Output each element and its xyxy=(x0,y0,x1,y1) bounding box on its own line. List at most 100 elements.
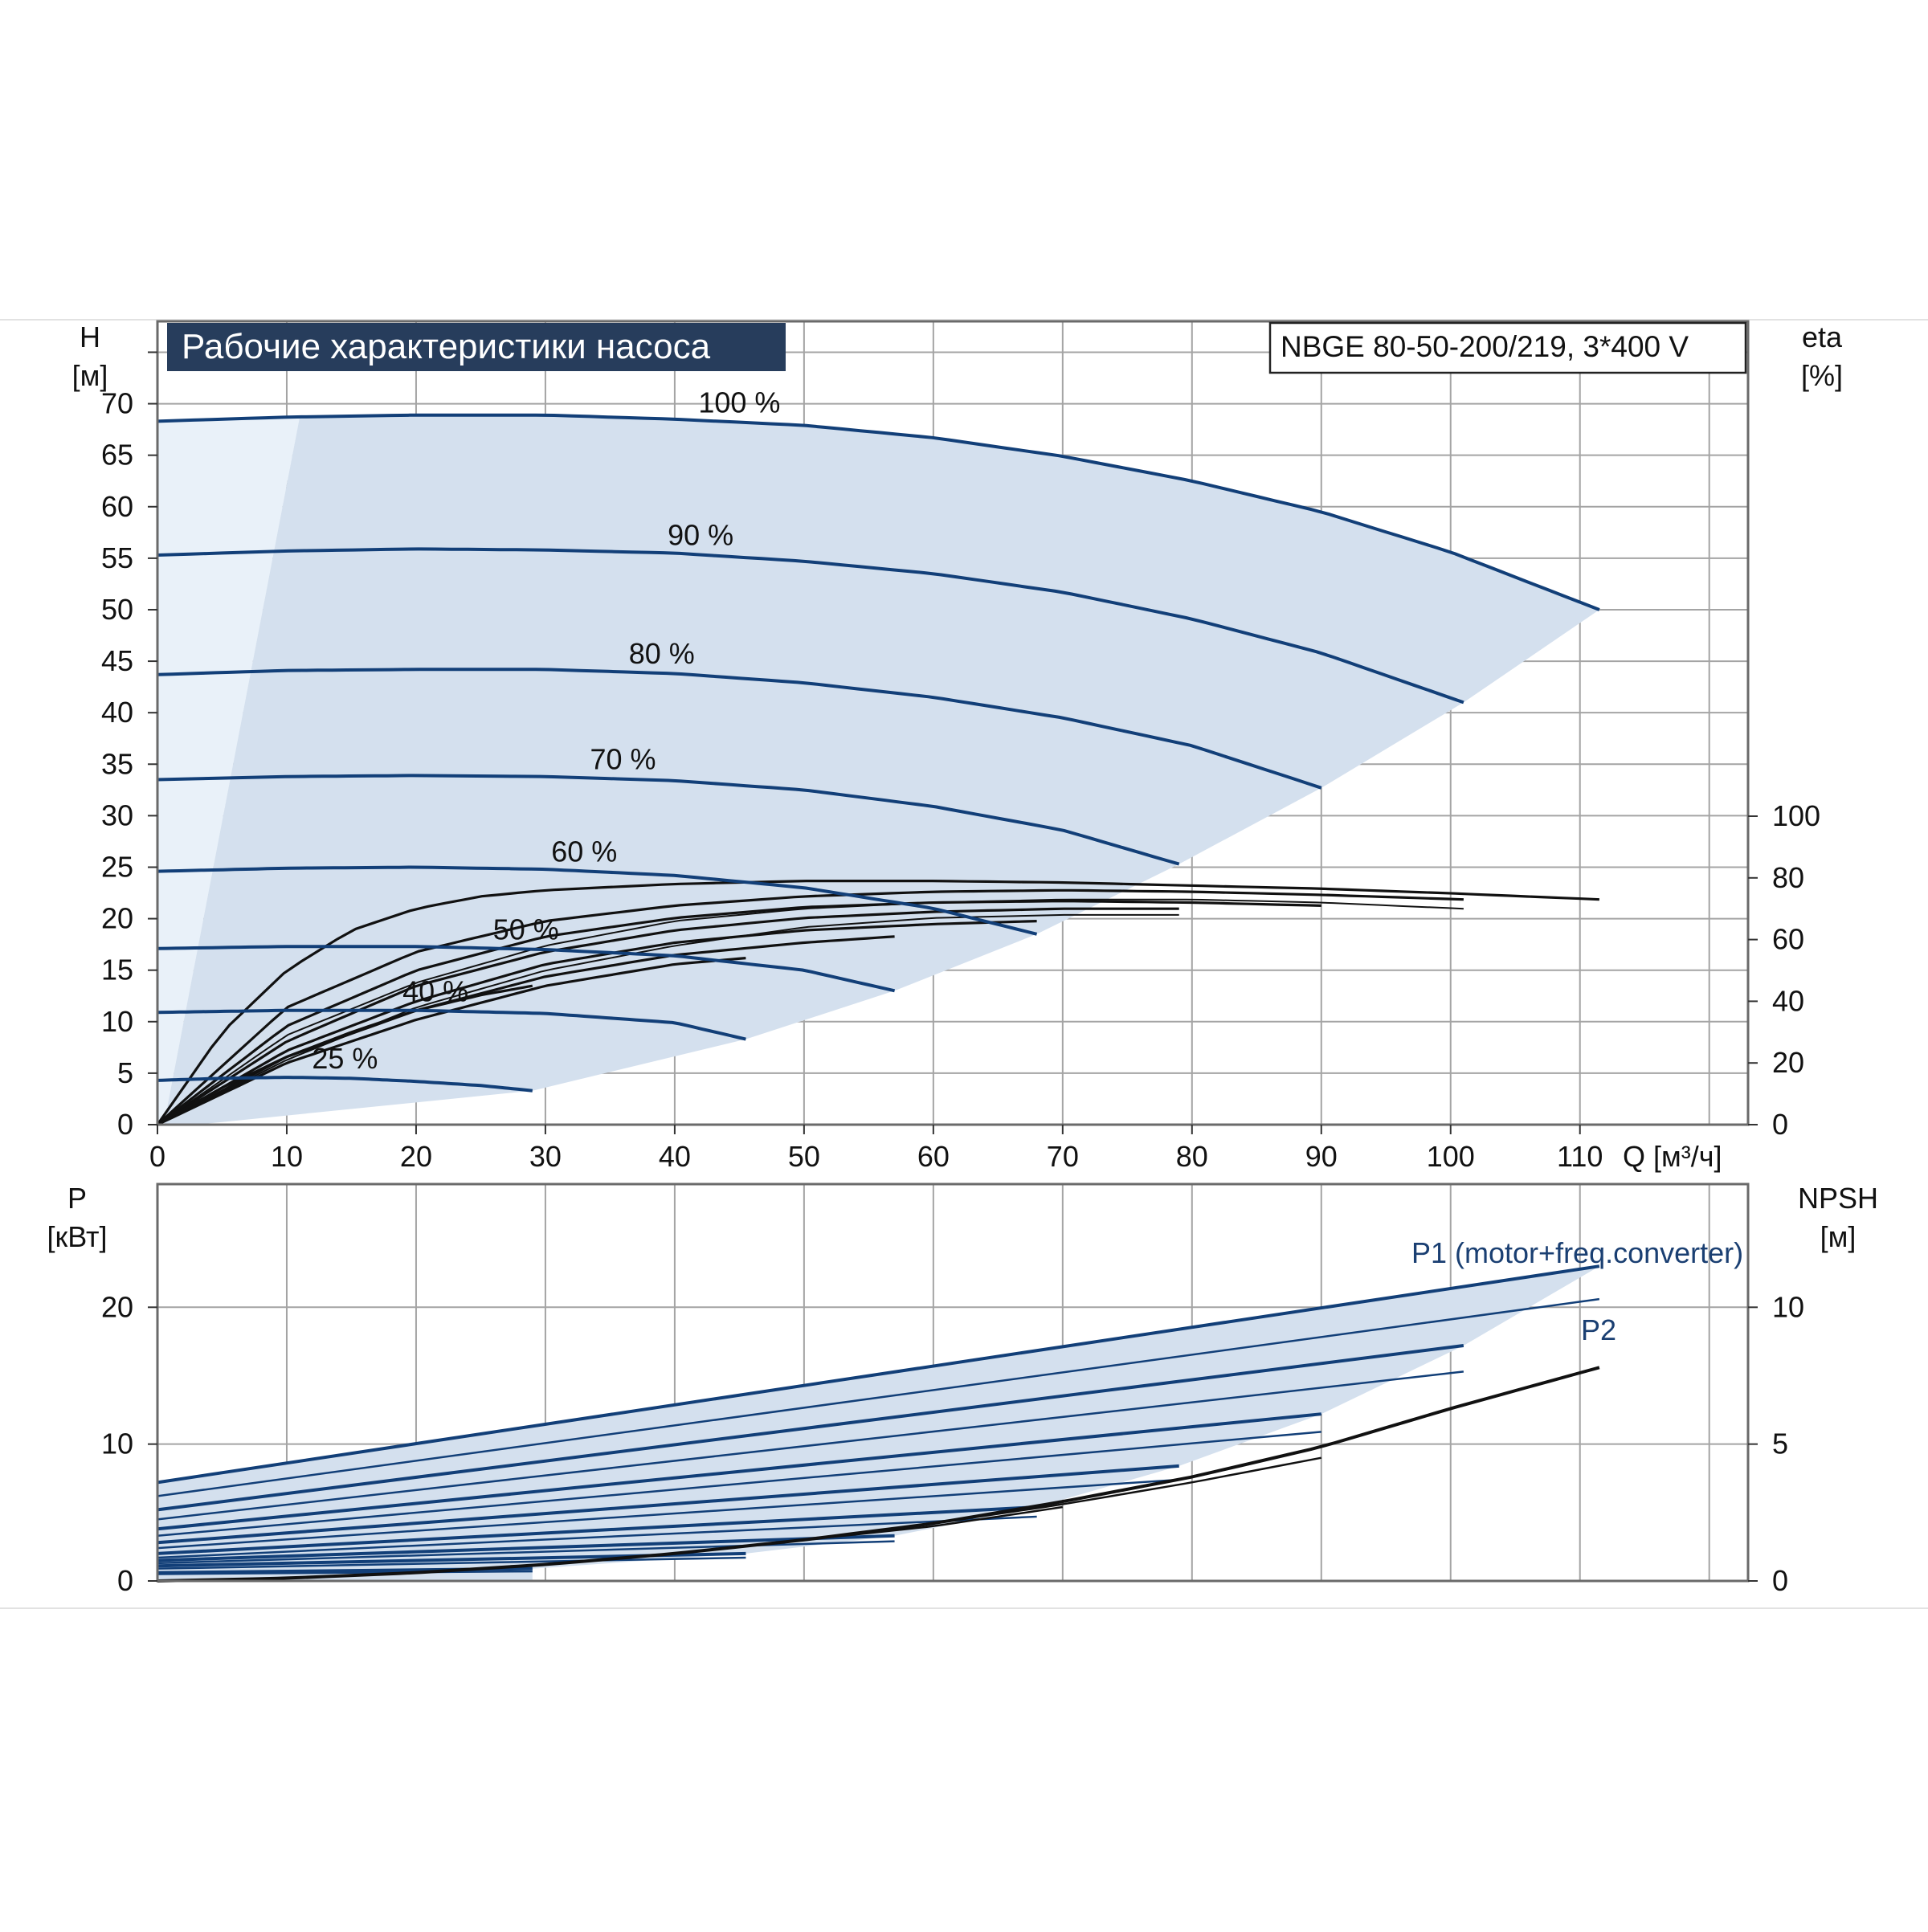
power-envelope xyxy=(157,1266,1599,1581)
power-panel: 0 10 20 0 5 10 P [кВт] NPSH [м] P1 (motor+fre… xyxy=(47,1182,1878,1597)
head-curve-label: 100 % xyxy=(698,386,780,419)
head-curve-label: 70 % xyxy=(590,743,656,776)
power-plot-frame xyxy=(156,1182,1750,1583)
head-axis-ticks: 0 10 20 30 40 50 60 70 80 90 100 110 0 5 10 15 20 25 30 35 4… xyxy=(101,351,1820,1173)
x-tick-label: 90 xyxy=(1305,1140,1338,1173)
power-y-tick-label: 10 xyxy=(101,1428,133,1460)
head-curve-label: 90 % xyxy=(668,519,733,552)
head-curve-label: 60 % xyxy=(551,835,617,868)
x-tick-label: 60 xyxy=(917,1140,950,1173)
efficiency-curves xyxy=(156,880,1599,1126)
head-panel: 100 % 90 % 80 % 70 % 60 % 50 % 40 % 25 % 0 10 20 3… xyxy=(72,320,1843,1173)
model-box xyxy=(1268,321,1747,374)
npsh-y-tick-label: 10 xyxy=(1772,1290,1804,1323)
p1-curve xyxy=(157,1464,1179,1545)
head-curve-25-pct xyxy=(157,1076,533,1093)
eta-axis-label: eta xyxy=(1802,321,1843,353)
head-y-tick-label: 70 xyxy=(101,387,133,420)
npsh-axis-label: NPSH xyxy=(1798,1182,1878,1215)
p2-curve xyxy=(157,1478,1179,1550)
flow-axis-label: Q [м³/ч] xyxy=(1623,1140,1722,1173)
power-axis-label: P xyxy=(67,1182,87,1215)
p1-curve xyxy=(157,1534,895,1562)
efficiency-curve xyxy=(156,880,1599,1125)
head-curve-60-pct xyxy=(157,865,1038,936)
p2-label: P2 xyxy=(1581,1313,1616,1346)
x-tick-label: 20 xyxy=(400,1140,432,1173)
power-curves xyxy=(157,1264,1600,1575)
head-y-tick-label: 35 xyxy=(101,747,133,780)
head-y-tick-label: 45 xyxy=(101,644,133,677)
p1-curve xyxy=(157,1344,1464,1512)
head-y-tick-label: 40 xyxy=(101,696,133,729)
head-envelope-fill xyxy=(164,415,1599,1125)
eta-y-tick-label: 0 xyxy=(1772,1108,1788,1141)
efficiency-curve xyxy=(157,899,1321,1126)
eta-y-tick-label: 20 xyxy=(1772,1046,1804,1079)
efficiency-curve xyxy=(157,920,1037,1126)
x-tick-label: 10 xyxy=(271,1140,303,1173)
power-y-tick-label: 20 xyxy=(101,1290,133,1323)
eta-y-tick-label: 60 xyxy=(1772,923,1804,956)
head-curve-70-pct xyxy=(157,774,1180,866)
power-envelope-fill xyxy=(157,1266,1599,1581)
head-y-tick-label: 15 xyxy=(101,954,133,986)
head-y-tick-label: 50 xyxy=(101,593,133,626)
head-y-tick-label: 0 xyxy=(117,1108,133,1141)
head-curve-100-pct xyxy=(157,413,1600,611)
chart-title: Рабочие характеристики насоса xyxy=(182,327,711,366)
efficiency-curve xyxy=(157,984,533,1126)
x-tick-label: 30 xyxy=(529,1140,562,1173)
head-curve-label: 40 % xyxy=(402,974,468,1007)
model-label: NBGE 80-50-200/219, 3*400 V xyxy=(1281,330,1689,363)
x-tick-label: 0 xyxy=(149,1140,165,1173)
title-box xyxy=(167,323,786,371)
x-tick-label: 40 xyxy=(659,1140,691,1173)
p1-curve xyxy=(157,1412,1321,1531)
eta-y-tick-label: 40 xyxy=(1772,984,1804,1017)
head-axis-unit: [м] xyxy=(72,359,108,392)
p2-curve xyxy=(157,1431,1321,1538)
head-plot-frame xyxy=(156,320,1750,1126)
head-curve-40-pct xyxy=(157,1008,746,1041)
head-curve-90-pct xyxy=(157,547,1464,705)
eta-y-tick-label: 100 xyxy=(1772,799,1820,832)
head-y-tick-label: 20 xyxy=(101,902,133,935)
p2-curve xyxy=(157,1515,1037,1559)
p2-curve xyxy=(157,1297,1600,1497)
p2-curve xyxy=(157,1370,1464,1521)
power-axis-unit: [кВт] xyxy=(47,1220,107,1253)
eta-axis-unit: [%] xyxy=(1801,359,1843,392)
x-tick-label: 110 xyxy=(1557,1140,1603,1173)
p2-curve xyxy=(157,1556,746,1570)
power-axis-ticks: 0 10 20 0 5 10 xyxy=(101,1290,1804,1597)
head-curve-labels: 100 % 90 % 80 % 70 % 60 % 50 % 40 % 25 % xyxy=(312,386,780,1076)
efficiency-curve xyxy=(157,913,1179,1125)
head-curve-label: 25 % xyxy=(312,1042,378,1075)
p2-curve xyxy=(157,1570,533,1575)
npsh-curve xyxy=(157,1505,1063,1583)
head-y-tick-label: 5 xyxy=(117,1056,133,1089)
head-y-tick-label: 25 xyxy=(101,850,133,883)
head-y-tick-label: 65 xyxy=(101,439,133,472)
head-y-tick-label: 55 xyxy=(101,541,133,574)
p1-curve xyxy=(157,1505,1037,1555)
npsh-y-tick-label: 0 xyxy=(1772,1564,1788,1597)
efficiency-curve xyxy=(157,907,1179,1126)
head-y-tick-label: 30 xyxy=(101,799,133,831)
head-y-tick-label: 60 xyxy=(101,490,133,523)
npsh-curves xyxy=(157,1366,1600,1583)
p1-curve xyxy=(157,1264,1600,1485)
efficiency-curve xyxy=(157,898,1464,1125)
head-curve-label: 50 % xyxy=(493,913,559,946)
head-curve-label: 80 % xyxy=(629,637,695,670)
head-curve-50-pct xyxy=(157,945,896,993)
head-y-tick-label: 10 xyxy=(101,1005,133,1038)
power-y-tick-label: 0 xyxy=(117,1564,133,1597)
efficiency-curve xyxy=(156,888,1464,1126)
x-tick-label: 50 xyxy=(788,1140,820,1173)
head-curves xyxy=(157,413,1600,1093)
x-tick-label: 70 xyxy=(1047,1140,1079,1173)
